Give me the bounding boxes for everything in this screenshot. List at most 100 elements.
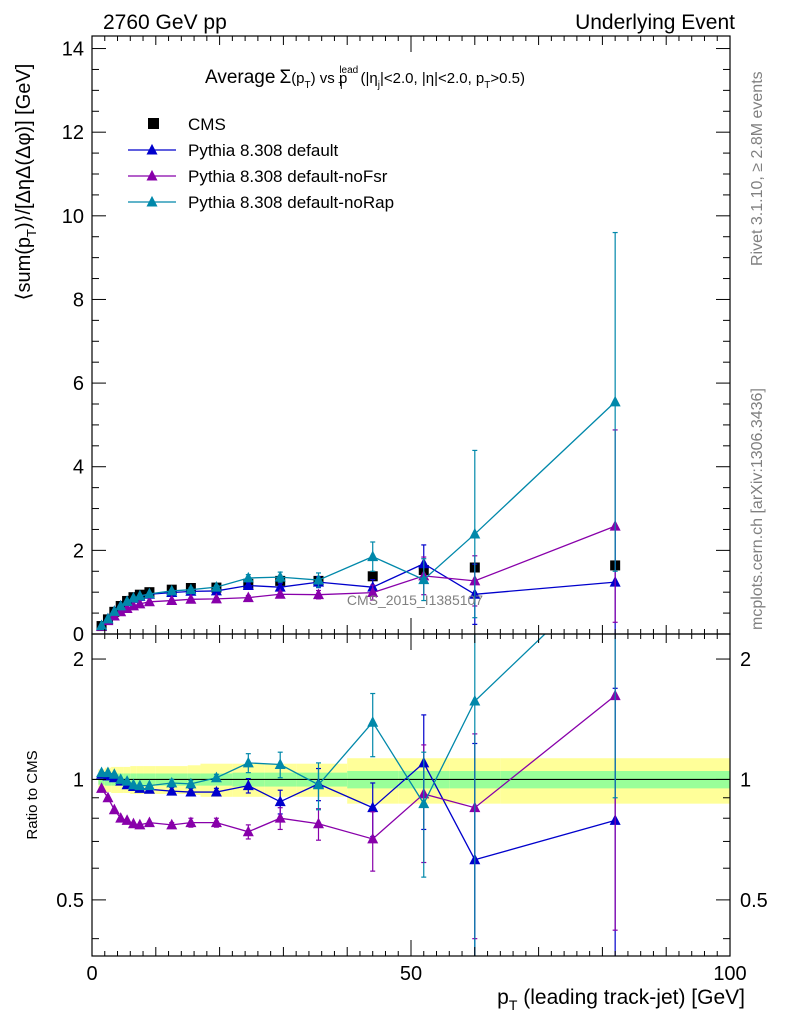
ratio-point [242,825,254,837]
data-point [121,595,133,606]
data-point [143,595,155,607]
data-point [134,589,146,601]
y-tick-label: 8 [73,289,84,311]
x-tick-label: 100 [713,963,746,985]
legend-marker [146,143,158,155]
legend-label: Pythia 8.308 default [188,141,339,160]
data-point [367,586,379,598]
ratio-point [185,816,197,828]
main-plot-data [96,231,621,634]
ratio-point [96,782,108,793]
series-3 [96,231,621,631]
data-point [242,579,254,590]
data-point [274,588,286,599]
legend-label: Pythia 8.308 default-noRap [188,193,394,212]
data-point [469,527,481,539]
ratio-tick-label-left: 2 [73,649,84,671]
ratio-point [166,776,178,788]
legend-marker [148,118,159,129]
ratio-point [185,777,197,789]
analysis-watermark: CMS_2015_I1385107 [347,592,483,608]
ratio-point [115,812,127,823]
data-point [367,550,379,562]
legend-entry-1: Pythia 8.308 default [128,141,339,160]
ratio-point [210,816,222,828]
data-point [185,593,197,604]
y-tick-label: 10 [62,206,84,228]
ratio-point [115,773,127,784]
ratio-y-axis-label: Ratio to CMS [24,750,41,839]
data-point [143,587,155,599]
legend-entry-2: Pythia 8.308 default-noFsr [128,167,388,186]
data-point [609,395,621,407]
ratio-tick-label-right: 1 [740,769,751,791]
legend-marker [146,169,158,181]
legend-label: CMS [188,115,226,134]
process-label: Underlying Event [575,11,735,34]
ratio-point [242,756,254,768]
ratio-point [102,791,114,803]
ratio-point [143,779,155,791]
ratio-tick-label-right: 0.5 [740,890,768,912]
data-point [312,588,324,600]
ratio-point [127,817,139,829]
ratio-point [210,785,222,797]
ratio-plot-data [96,634,621,956]
ratio-point [185,785,197,797]
y-tick-label: 14 [62,39,84,61]
data-point [274,581,286,592]
data-point [108,605,120,616]
y-tick-label: 2 [73,540,84,562]
data-point [367,571,378,582]
data-point [312,573,324,585]
data-point [166,594,178,606]
ratio-point [312,817,324,829]
data-point [166,584,178,596]
data-point [210,592,222,604]
ratio-point [108,803,120,815]
ratio-point [312,778,324,790]
data-point [210,581,222,592]
mcplots-label: mcplots.cern.ch [arXiv:1306.3436] [749,388,766,630]
y-tick-label: 6 [73,373,84,395]
y-tick-label: 12 [62,122,84,144]
ratio-point [274,812,286,823]
ratio-point [108,768,120,779]
data-point [242,591,254,603]
x-tick-label: 0 [86,963,97,985]
series-1 [96,527,621,634]
chart-title: Average Σ(pT) vs plead T (|ηj|<2.0, |η|<2.… [205,65,525,92]
legend-entry-0: CMS [148,115,226,134]
data-point [102,612,114,624]
energy-label: 2760 GeV pp [103,11,227,34]
ratio-tick-label-left: 1 [73,769,84,791]
ratio-point [134,818,146,830]
ratio-point [134,779,146,791]
y-tick-label: 0 [73,624,84,646]
legend-label: Pythia 8.308 default-noFsr [188,167,388,186]
data-point [185,583,197,595]
ratio-point [102,766,114,778]
ratio-point [121,814,133,825]
ratio-point [143,816,155,828]
ratio-point [166,818,178,830]
ratio-point [242,779,254,791]
series-line [101,525,616,627]
ratio-tick-label-right: 2 [740,649,751,671]
y-axis-label: ⟨sum(pT)⟩/[ΔηΔ(Δφ)] [GeV] [13,64,39,301]
ratio-point [210,771,222,783]
legend: CMS Pythia 8.308 default Pythia 8.308 defa… [128,115,394,212]
ratio-uncertainty-bands [92,758,730,804]
data-point [134,597,146,609]
data-point [274,570,286,582]
ratio-point [367,832,379,844]
x-axis-label: pT (leading track-jet) [GeV] [497,986,745,1013]
ratio-point [274,758,286,769]
ratio-point [166,785,178,796]
data-point [115,599,127,611]
ratio-point [274,795,286,807]
data-point [242,571,254,583]
legend-marker [146,195,158,207]
